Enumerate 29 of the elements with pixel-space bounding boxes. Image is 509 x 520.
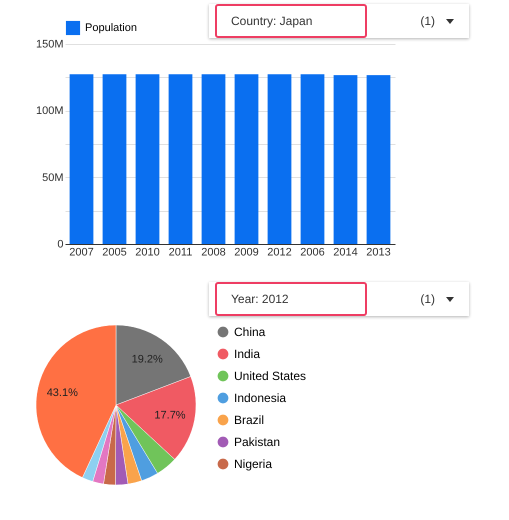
legend-label: India — [234, 347, 260, 361]
legend-label: China — [234, 325, 266, 339]
legend-label: Population — [85, 22, 137, 34]
y-tick-label: 150M — [36, 38, 64, 50]
x-tick-label: 2013 — [366, 246, 391, 258]
y-tick-label: 100M — [36, 105, 64, 118]
legend-label: Indonesia — [234, 391, 286, 405]
data-label: 17.7% — [154, 409, 186, 422]
data-label: 43.1% — [46, 387, 78, 400]
y-tick-label: 50M — [42, 172, 64, 184]
text: (1) — [420, 292, 435, 306]
legend-label: Nigeria — [234, 457, 272, 471]
x-tick-label: 2008 — [201, 246, 226, 258]
x-tick-label: 2010 — [135, 246, 160, 258]
text: Country: Japan — [215, 4, 367, 38]
x-tick-label: 2006 — [300, 246, 325, 258]
data-label: 19.2% — [132, 354, 164, 366]
x-tick-label: 2007 — [69, 246, 94, 258]
legend-label: United States — [234, 369, 306, 383]
x-tick-label: 2014 — [333, 246, 358, 258]
text: Year: 2012 — [215, 282, 367, 316]
x-tick-label: 2011 — [168, 246, 192, 258]
legend-label: Brazil — [234, 413, 264, 427]
x-tick-label: 2005 — [102, 246, 127, 258]
x-tick-label: 2012 — [267, 246, 292, 258]
x-tick-label: 2009 — [234, 246, 259, 258]
y-tick-label: 0 — [57, 238, 64, 250]
text: (1) — [420, 14, 435, 28]
legend-label: Pakistan — [234, 435, 280, 449]
